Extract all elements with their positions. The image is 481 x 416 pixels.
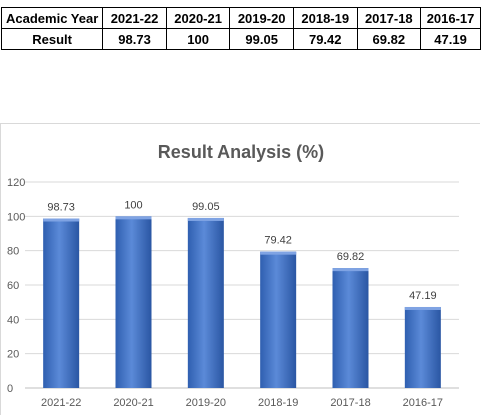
table-result-cell: 69.82 (356, 28, 422, 50)
y-tick-label: 0 (7, 383, 13, 395)
table-header-label: Academic Year (0, 7, 104, 29)
table-result-cell: 99.05 (229, 28, 294, 50)
chart-panel: Result Analysis (%) 0 20 40 60 80 100 120 98.73… (0, 123, 480, 415)
results-table: Academic Year 2021-22 2020-21 2019-20 20… (0, 7, 481, 50)
chart-title: Result Analysis (%) (158, 142, 324, 162)
bar (260, 251, 297, 388)
table-result-cell: 47.19 (420, 28, 481, 50)
x-tick-label: 2018-19 (258, 397, 298, 409)
bar-cap (332, 268, 369, 272)
bar (43, 218, 80, 388)
y-tick-label: 120 (7, 177, 25, 189)
bar (187, 217, 224, 388)
data-label: 98.73 (47, 202, 75, 214)
bar (404, 306, 441, 388)
x-tick-label: 2016-17 (403, 397, 443, 409)
data-label: 99.05 (192, 201, 220, 213)
table-result-cell: 79.42 (292, 28, 358, 50)
x-tick-label: 2021-22 (41, 397, 81, 409)
bar-cap (115, 216, 152, 220)
x-tick-label: 2017-18 (330, 397, 370, 409)
x-tick-label: 2019-20 (186, 397, 226, 409)
bar-cap (404, 306, 441, 310)
x-tick-label: 2020-21 (113, 397, 153, 409)
table-year-cell: 2021-22 (102, 7, 167, 29)
bar (115, 216, 152, 388)
y-tick-label: 40 (7, 314, 19, 326)
data-label: 69.82 (337, 251, 365, 263)
table-header-row: Academic Year 2021-22 2020-21 2019-20 20… (0, 7, 481, 29)
table-result-cell: 98.73 (102, 28, 167, 50)
table-year-cell: 2016-17 (420, 7, 481, 29)
bar-chart: Result Analysis (%) 0 20 40 60 80 100 120 98.73… (7, 142, 459, 409)
bar (332, 268, 369, 388)
table-row-label: Result (0, 28, 104, 50)
data-label: 79.42 (264, 235, 292, 247)
bar-cap (260, 251, 297, 255)
data-label: 100 (124, 199, 142, 211)
table-result-cell: 100 (165, 28, 231, 50)
bar-cap (43, 218, 80, 222)
data-label: 47.19 (409, 290, 437, 302)
y-tick-label: 80 (7, 246, 19, 258)
y-tick-label: 100 (7, 211, 25, 223)
table-result-row: Result 98.73 100 99.05 79.42 69.82 47.19 (0, 28, 481, 50)
table-year-cell: 2019-20 (229, 7, 294, 29)
table-year-cell: 2018-19 (292, 7, 358, 29)
y-tick-label: 20 (7, 349, 19, 361)
bar-cap (187, 217, 224, 221)
y-tick-label: 60 (7, 280, 19, 292)
table-year-cell: 2020-21 (165, 7, 231, 29)
table-year-cell: 2017-18 (356, 7, 422, 29)
